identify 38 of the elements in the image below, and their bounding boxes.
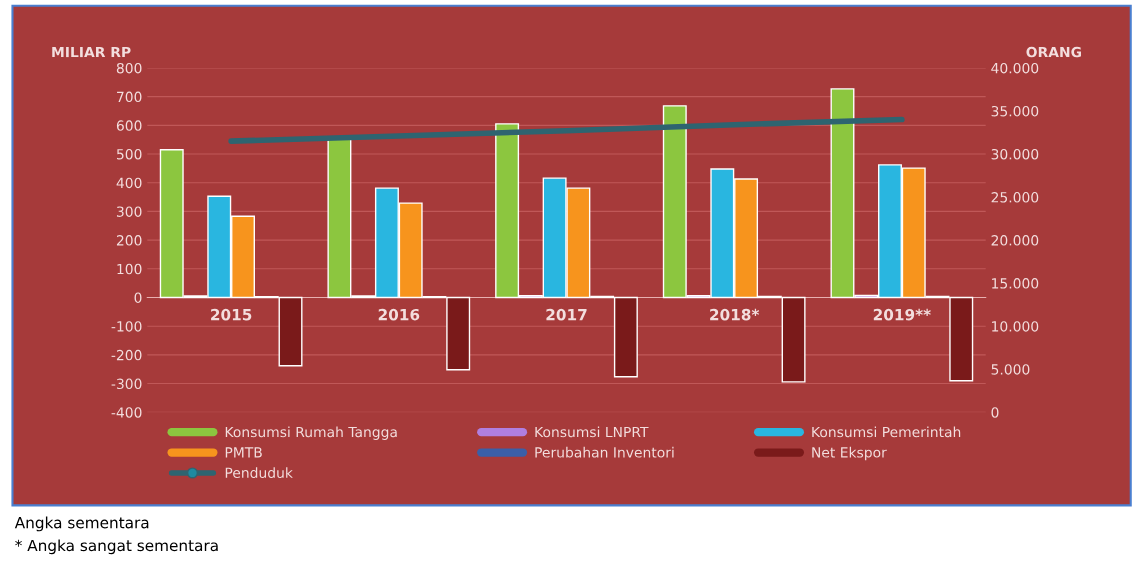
legend-label: Perubahan Inventori [535,446,674,458]
y2-tick-label: 15.000 [992,278,1039,289]
x-tick-label: 2019** [873,308,931,321]
y-tick-label: 100 [117,263,142,275]
y-tick-label: -200 [111,349,142,361]
legend-label: Net Ekspor [812,446,887,461]
legend-label: Konsumsi LNPRT [535,426,649,438]
y-axis-title: MILIAR RP [52,46,131,58]
legend-label: Penduduk [225,467,293,479]
x-tick-label: 2016 [378,308,420,321]
y-tick-label: 300 [116,206,142,217]
y-tick-label: -300 [111,378,142,390]
y2-tick-label: 0 [991,407,999,418]
x-tick-label: 2018* [710,308,760,321]
y2-axis-title: ORANG [1026,46,1081,58]
text: * Angka sangat sementara [15,539,218,555]
y-tick-label: 200 [116,235,142,246]
text: Angka sementara [14,516,149,532]
y-tick-label: 800 [116,62,142,74]
legend-label: Konsumsi Rumah Tangga [225,426,397,440]
y2-tick-label: 35.000 [991,105,1039,117]
legend-label: PMTB [225,447,262,458]
y2-tick-label: 20.000 [991,235,1039,246]
x-tick-label: 2017 [546,308,587,321]
y2-tick-label: 5.000 [991,364,1030,375]
y-tick-label: -100 [111,321,142,332]
y-tick-label: -400 [111,407,142,418]
y2-tick-label: 10.000 [992,321,1039,332]
y-tick-label: 0 [134,292,142,303]
y-tick-label: 600 [116,120,142,131]
y-tick-label: 500 [116,149,142,160]
legend-label: Konsumsi Pemerintah [812,426,961,438]
y2-tick-label: 30.000 [991,149,1039,160]
x-tick-label: 2015 [211,308,252,321]
y2-tick-label: 25.000 [991,192,1039,203]
y-tick-label: 700 [117,91,142,103]
y2-tick-label: 40.000 [991,62,1039,74]
y-tick-label: 400 [116,177,142,189]
